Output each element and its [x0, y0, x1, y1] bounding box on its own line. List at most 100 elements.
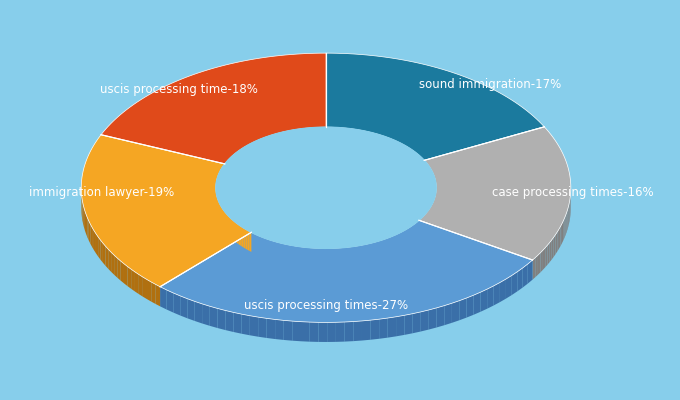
Polygon shape [405, 314, 413, 335]
Polygon shape [311, 248, 315, 268]
Polygon shape [494, 282, 500, 306]
Polygon shape [538, 253, 541, 275]
Polygon shape [419, 219, 420, 240]
Polygon shape [512, 272, 517, 295]
Polygon shape [564, 216, 566, 238]
Polygon shape [281, 243, 284, 264]
Polygon shape [219, 203, 220, 224]
Polygon shape [232, 220, 233, 240]
Polygon shape [96, 234, 98, 256]
Polygon shape [299, 246, 303, 267]
Polygon shape [330, 248, 335, 268]
Polygon shape [108, 249, 111, 272]
Polygon shape [532, 258, 535, 280]
Polygon shape [243, 228, 245, 249]
Polygon shape [216, 127, 436, 248]
Polygon shape [270, 240, 274, 261]
Polygon shape [407, 227, 409, 248]
Polygon shape [354, 246, 358, 266]
Polygon shape [128, 266, 131, 289]
Polygon shape [428, 209, 429, 230]
Polygon shape [415, 222, 417, 244]
Polygon shape [365, 244, 369, 264]
Polygon shape [292, 245, 296, 266]
Polygon shape [309, 322, 318, 342]
Polygon shape [92, 227, 94, 250]
Polygon shape [481, 289, 487, 312]
Polygon shape [245, 229, 248, 250]
Polygon shape [139, 274, 143, 297]
Polygon shape [103, 243, 105, 266]
Polygon shape [275, 320, 284, 340]
Polygon shape [231, 218, 232, 239]
Polygon shape [560, 224, 562, 246]
Polygon shape [417, 220, 419, 242]
Polygon shape [84, 208, 85, 230]
Polygon shape [83, 204, 84, 227]
Polygon shape [233, 221, 235, 242]
Polygon shape [361, 244, 365, 265]
Polygon shape [117, 258, 120, 280]
Polygon shape [430, 206, 431, 227]
Polygon shape [335, 248, 339, 268]
Polygon shape [386, 237, 389, 258]
Polygon shape [319, 248, 322, 268]
Polygon shape [98, 237, 101, 260]
Polygon shape [218, 308, 225, 330]
Polygon shape [258, 317, 267, 338]
Polygon shape [267, 318, 275, 339]
Polygon shape [257, 235, 260, 256]
Polygon shape [156, 284, 160, 306]
Text: uscis processing time-18%: uscis processing time-18% [100, 83, 258, 96]
Polygon shape [326, 53, 544, 160]
Polygon shape [437, 306, 444, 328]
Polygon shape [221, 206, 222, 227]
Polygon shape [209, 306, 218, 328]
Polygon shape [466, 295, 473, 318]
Polygon shape [224, 211, 226, 232]
Polygon shape [242, 227, 243, 248]
Polygon shape [376, 241, 379, 261]
Polygon shape [421, 310, 428, 332]
Text: immigration lawyer-19%: immigration lawyer-19% [29, 186, 174, 199]
Polygon shape [114, 255, 117, 278]
Polygon shape [429, 208, 430, 228]
Polygon shape [143, 277, 147, 299]
Polygon shape [420, 218, 422, 239]
Polygon shape [274, 241, 277, 262]
Polygon shape [160, 287, 167, 310]
Polygon shape [369, 243, 372, 263]
Polygon shape [151, 282, 156, 304]
Polygon shape [563, 218, 564, 240]
Polygon shape [559, 226, 560, 249]
Polygon shape [202, 304, 209, 326]
Polygon shape [228, 216, 229, 236]
Polygon shape [422, 216, 424, 236]
Polygon shape [568, 204, 569, 227]
Polygon shape [250, 316, 258, 337]
Polygon shape [292, 321, 301, 341]
Polygon shape [541, 250, 543, 272]
Polygon shape [241, 314, 250, 335]
Polygon shape [222, 208, 224, 230]
Polygon shape [444, 303, 452, 325]
Polygon shape [237, 223, 239, 244]
Polygon shape [487, 286, 494, 309]
Polygon shape [551, 237, 554, 260]
Polygon shape [342, 247, 346, 267]
Polygon shape [405, 229, 407, 250]
Polygon shape [398, 232, 401, 253]
Polygon shape [303, 247, 307, 267]
Polygon shape [267, 239, 270, 260]
Polygon shape [413, 312, 421, 333]
Polygon shape [506, 276, 512, 299]
Polygon shape [264, 238, 267, 258]
Polygon shape [87, 218, 89, 240]
Polygon shape [558, 229, 559, 252]
Polygon shape [424, 215, 425, 236]
Polygon shape [426, 211, 428, 232]
Polygon shape [389, 236, 392, 257]
Polygon shape [188, 299, 194, 321]
Polygon shape [327, 322, 336, 342]
Polygon shape [194, 301, 202, 324]
